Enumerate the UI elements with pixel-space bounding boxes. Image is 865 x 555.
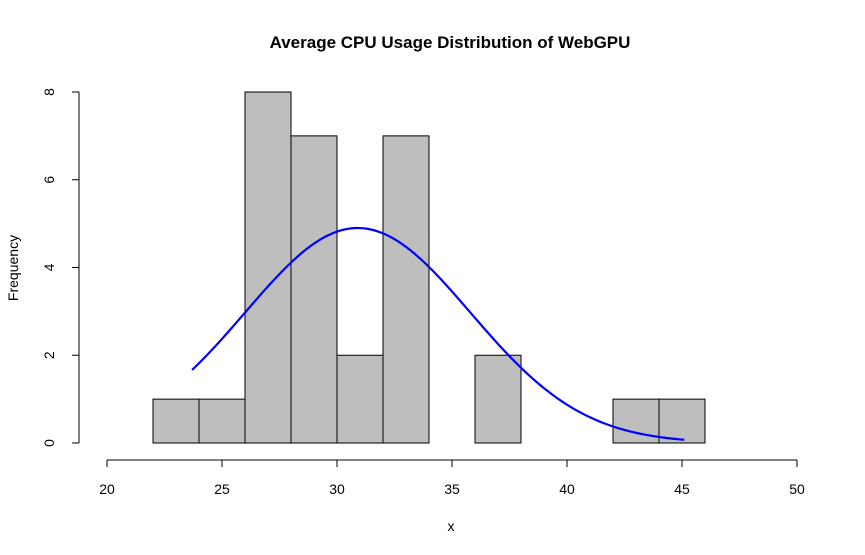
histogram-bar xyxy=(658,398,706,444)
y-axis: 0 2 4 6 8 xyxy=(41,88,80,447)
y-tick-label: 0 xyxy=(41,439,57,447)
histogram-bar xyxy=(382,135,430,444)
x-tick-label: 35 xyxy=(444,481,460,497)
x-tick-label: 30 xyxy=(329,481,345,497)
histogram-bar xyxy=(152,398,200,444)
x-tick-label: 20 xyxy=(99,481,115,497)
x-tick-label: 25 xyxy=(214,481,230,497)
histogram-bar xyxy=(198,398,246,444)
histogram-bar xyxy=(336,354,384,444)
histogram-bar xyxy=(290,135,338,444)
y-axis-label: Frequency xyxy=(5,235,21,301)
y-tick-label: 2 xyxy=(41,351,57,359)
histogram-bar xyxy=(244,91,292,444)
histogram-bars xyxy=(152,91,706,444)
y-tick-label: 6 xyxy=(41,176,57,184)
x-axis-label: x xyxy=(448,518,455,534)
y-tick-label: 8 xyxy=(41,88,57,96)
y-tick-label: 4 xyxy=(41,263,57,271)
x-axis: 20 25 30 35 40 45 50 xyxy=(99,459,805,497)
density-curve xyxy=(191,226,685,441)
x-tick-label: 40 xyxy=(559,481,575,497)
x-tick-label: 50 xyxy=(789,481,805,497)
chart-title: Average CPU Usage Distribution of WebGPU xyxy=(270,33,631,52)
histogram-bar xyxy=(474,354,522,444)
x-tick-label: 45 xyxy=(674,481,690,497)
